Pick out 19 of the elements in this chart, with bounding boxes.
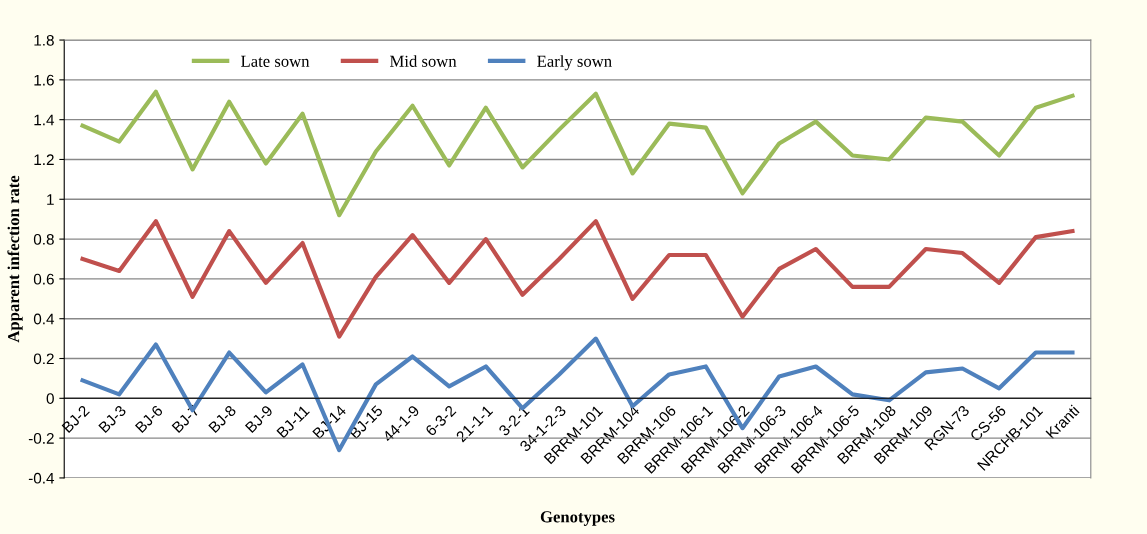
y-tick-label: 1	[47, 194, 54, 205]
y-tick-label: 1.4	[34, 114, 55, 126]
y-tick-label: -0.2	[28, 432, 54, 444]
line-series	[80, 89, 1075, 218]
y-axis-title: Apparent infection rate	[7, 175, 23, 343]
y-tick-label: 1.8	[34, 34, 54, 46]
y-tick-label: 1.2	[34, 154, 54, 166]
y-tick-label: 1.6	[34, 74, 54, 86]
legend-label: Early sown	[537, 55, 612, 71]
y-tick-label: 0	[46, 393, 54, 404]
y-tick-label: 0.4	[33, 313, 55, 325]
y-tick-label: 0.2	[33, 353, 54, 365]
y-tick-label: 0.8	[33, 233, 54, 245]
line-series	[80, 219, 1075, 339]
y-tick-label: 0.6	[33, 273, 54, 285]
legend-label: Late sown	[241, 55, 310, 67]
legend-label: Mid sown	[390, 55, 457, 67]
y-tick-label: -0.4	[28, 472, 55, 484]
x-axis-title: Genotypes	[540, 511, 615, 526]
